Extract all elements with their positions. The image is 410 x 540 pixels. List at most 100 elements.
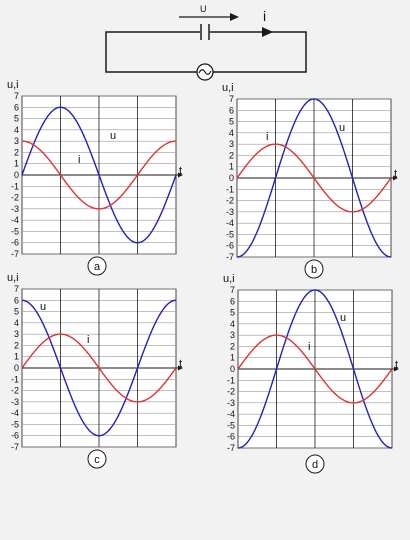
y-tick-label: 6 [230, 296, 235, 306]
y-tick-label: -4 [227, 409, 235, 419]
y-tick-label: -5 [11, 226, 19, 236]
caption-circle [304, 259, 324, 279]
y-tick-label: 2 [14, 340, 19, 350]
chart-caption: a [94, 261, 101, 273]
y-tick-label: 6 [14, 102, 19, 112]
series-line-u [237, 289, 393, 449]
y-tick-label: -4 [11, 408, 19, 418]
series-label-u: u [339, 122, 345, 134]
y-tick-label: 7 [230, 285, 235, 295]
y-tick-label: 5 [14, 307, 19, 317]
ac-source-icon [196, 63, 214, 81]
y-tick-label: 3 [14, 136, 19, 146]
y-tick-label: 3 [230, 330, 235, 340]
y-axis-label: u,i [7, 79, 19, 91]
series-line-u [236, 98, 392, 258]
y-tick-label: -1 [11, 181, 19, 191]
y-tick-label: -1 [227, 375, 235, 385]
y-tick-label: 7 [229, 94, 234, 104]
y-tick-label: -7 [11, 442, 19, 452]
series-line-u [21, 299, 177, 437]
y-tick-label: 6 [14, 295, 19, 305]
x-axis-label: t [394, 168, 397, 180]
y-tick-label: 6 [229, 105, 234, 115]
current-label: i [263, 8, 266, 24]
y-tick-label: -4 [11, 215, 19, 225]
y-tick-label: 4 [230, 319, 235, 329]
y-tick-label: 7 [14, 284, 19, 294]
series-line-i [237, 334, 393, 404]
caption-circle [87, 256, 107, 276]
y-tick-label: -2 [226, 196, 234, 206]
x-axis-arrow-icon [178, 365, 183, 371]
voltage-label: U [200, 4, 207, 14]
capacitor-icon [200, 24, 210, 40]
series-line-u [21, 106, 177, 244]
y-tick-label: 5 [230, 308, 235, 318]
y-tick-label: 5 [14, 114, 19, 124]
y-tick-label: -7 [11, 249, 19, 259]
y-axis-label: u,i [223, 273, 235, 285]
series-label-i: i [308, 341, 310, 353]
x-axis-arrow-icon [178, 172, 183, 178]
y-tick-label: -6 [226, 241, 234, 251]
circuit: U i [105, 4, 307, 81]
y-tick-label: -2 [227, 387, 235, 397]
y-tick-label: 7 [14, 91, 19, 101]
x-axis-label: t [395, 359, 398, 371]
y-tick-label: -1 [11, 374, 19, 384]
y-tick-label: 4 [229, 128, 234, 138]
current-arrow-icon [262, 27, 273, 37]
y-tick-label: 2 [14, 147, 19, 157]
series-line-i [21, 140, 177, 210]
x-axis-label: t [179, 358, 182, 370]
y-tick-label: -4 [226, 218, 234, 228]
y-tick-label: 0 [229, 173, 234, 183]
series-label-i: i [266, 131, 268, 143]
y-tick-label: 5 [229, 117, 234, 127]
y-tick-label: -6 [227, 432, 235, 442]
series-label-u: u [110, 130, 116, 142]
y-tick-label: 0 [230, 364, 235, 374]
y-tick-label: 2 [229, 150, 234, 160]
y-tick-label: 0 [14, 170, 19, 180]
circuit-wire [105, 31, 307, 73]
caption-circle [305, 454, 325, 474]
y-tick-label: 1 [14, 159, 19, 169]
y-axis-label: u,i [7, 272, 19, 284]
series-line-i [236, 143, 392, 213]
chart-caption: d [312, 459, 318, 471]
y-tick-label: -1 [226, 184, 234, 194]
y-tick-label: -6 [11, 238, 19, 248]
y-tick-label: -2 [11, 386, 19, 396]
x-axis-label: t [179, 165, 182, 177]
chart-caption: c [94, 454, 100, 466]
series-label-u: u [340, 312, 346, 324]
y-tick-label: 4 [14, 125, 19, 135]
y-tick-label: -3 [227, 398, 235, 408]
x-axis-arrow-icon [393, 175, 398, 181]
y-tick-label: -3 [11, 204, 19, 214]
series-line-i [21, 333, 177, 403]
series-label-i: i [78, 154, 80, 166]
y-tick-label: 3 [14, 329, 19, 339]
y-tick-label: -7 [226, 252, 234, 262]
series-label-u: u [40, 301, 46, 313]
chart-caption: b [311, 264, 317, 276]
y-tick-label: -5 [11, 419, 19, 429]
voltage-arrow-icon [179, 13, 239, 21]
y-tick-label: -2 [11, 193, 19, 203]
y-tick-label: -3 [11, 397, 19, 407]
y-tick-label: 3 [229, 139, 234, 149]
y-tick-label: 0 [14, 363, 19, 373]
y-tick-label: -3 [226, 207, 234, 217]
caption-circle [87, 449, 107, 469]
y-tick-label: 2 [230, 341, 235, 351]
y-tick-label: 1 [14, 352, 19, 362]
series-label-i: i [87, 334, 89, 346]
y-tick-label: 1 [229, 162, 234, 172]
